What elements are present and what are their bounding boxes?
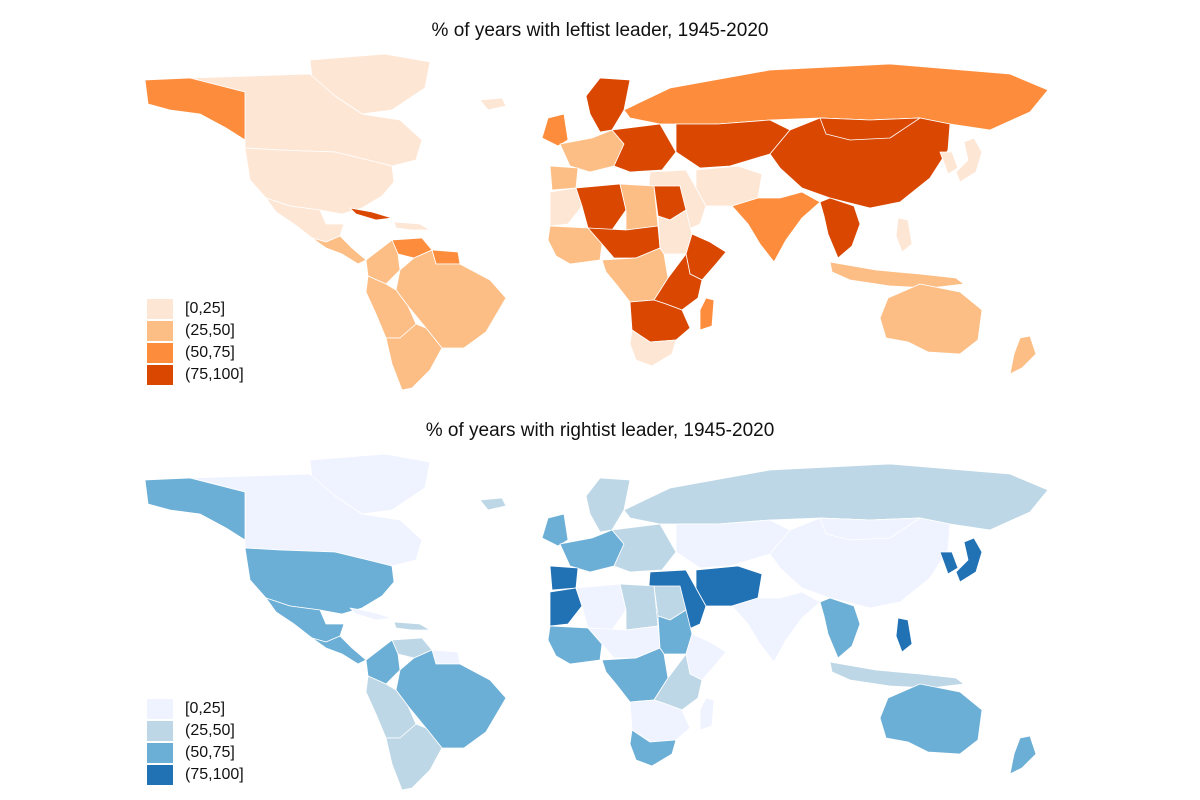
region-libya <box>620 584 658 630</box>
region-horn <box>686 234 726 280</box>
legend-item: (75,100] <box>147 364 244 386</box>
legend-item: (25,50] <box>147 320 244 342</box>
legend-swatch <box>147 343 173 363</box>
region-algeria <box>576 584 626 630</box>
region-india <box>732 592 820 662</box>
world-map <box>130 48 1050 393</box>
legend-label: (75,100] <box>185 366 244 384</box>
legend-label: (25,50] <box>185 722 235 740</box>
legend: [0,25] (25,50] (50,75] (75,100] <box>147 698 244 786</box>
region-cuba <box>350 208 392 220</box>
legend-item: (50,75] <box>147 742 244 764</box>
region-north-africa-west <box>550 188 582 226</box>
legend-swatch <box>147 721 173 741</box>
legend-label: [0,25] <box>185 300 225 318</box>
region-central-america <box>312 236 366 264</box>
region-madagascar <box>700 298 714 330</box>
region-libya <box>620 184 658 230</box>
region-central-asia <box>676 520 790 568</box>
region-cuba <box>350 608 392 620</box>
region-uk-ireland <box>542 114 568 146</box>
legend-label: [0,25] <box>185 700 225 718</box>
legend-swatch <box>147 765 173 785</box>
legend-item: [0,25] <box>147 298 244 320</box>
region-scandinavia <box>586 78 630 132</box>
region-new-zealand <box>1010 736 1036 774</box>
region-australia <box>880 284 982 354</box>
region-indonesia <box>830 262 964 288</box>
region-se-asia-mainland <box>820 198 860 258</box>
region-central-america <box>312 636 366 664</box>
legend-item: (50,75] <box>147 342 244 364</box>
region-india <box>732 192 820 262</box>
rightist-map-panel: % of years with rightist leader, 1945-20… <box>0 400 1200 800</box>
region-iceland <box>480 498 506 510</box>
legend: [0,25] (25,50] (50,75] (75,100] <box>147 298 244 386</box>
map-title: % of years with leftist leader, 1945-202… <box>0 20 1200 42</box>
legend-swatch <box>147 365 173 385</box>
legend-label: (50,75] <box>185 744 235 762</box>
region-horn <box>686 634 726 680</box>
region-indonesia <box>830 662 964 688</box>
region-caribbean <box>394 222 430 230</box>
leftist-map-panel: % of years with leftist leader, 1945-202… <box>0 0 1200 400</box>
region-guianas <box>432 250 460 264</box>
map-title: % of years with rightist leader, 1945-20… <box>0 420 1200 442</box>
region-se-asia-mainland <box>820 598 860 658</box>
region-caribbean <box>394 622 430 630</box>
region-uk-ireland <box>542 514 568 546</box>
legend-swatch <box>147 299 173 319</box>
legend-item: (75,100] <box>147 764 244 786</box>
region-iberia <box>550 166 578 190</box>
region-philippines <box>896 218 912 252</box>
region-philippines <box>896 618 912 652</box>
region-scandinavia <box>586 478 630 532</box>
region-central-asia <box>676 120 790 168</box>
legend-swatch <box>147 743 173 763</box>
legend-label: (50,75] <box>185 344 235 362</box>
world-map <box>130 448 1050 793</box>
legend-item: (25,50] <box>147 720 244 742</box>
region-australia <box>880 684 982 754</box>
legend-label: (75,100] <box>185 766 244 784</box>
region-guianas <box>432 650 460 664</box>
legend-label: (25,50] <box>185 322 235 340</box>
region-algeria <box>576 184 626 230</box>
region-new-zealand <box>1010 336 1036 374</box>
region-north-africa-west <box>550 588 582 626</box>
legend-item: [0,25] <box>147 698 244 720</box>
legend-swatch <box>147 699 173 719</box>
region-madagascar <box>700 698 714 730</box>
region-iberia <box>550 566 578 590</box>
region-iceland <box>480 98 506 110</box>
legend-swatch <box>147 321 173 341</box>
